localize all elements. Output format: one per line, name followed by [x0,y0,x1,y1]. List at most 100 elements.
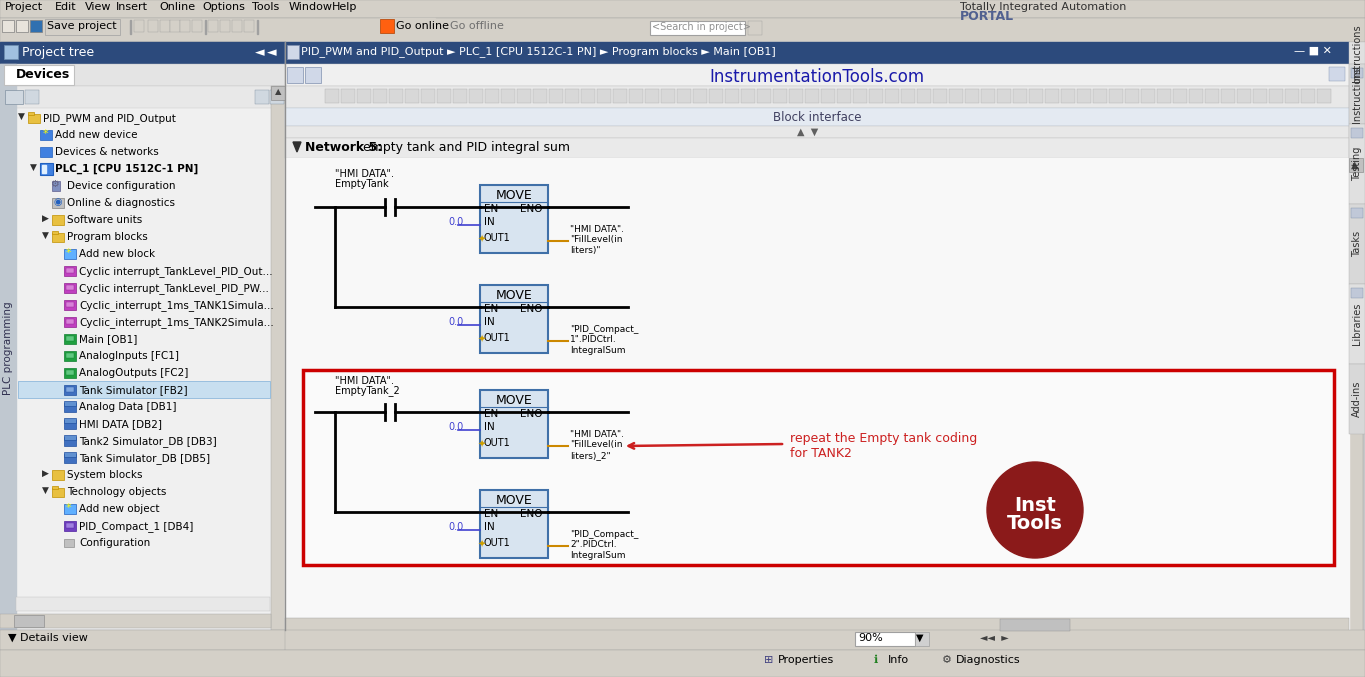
Text: Project: Project [5,2,44,12]
Text: *: * [44,129,49,139]
Bar [693,89,707,103]
Text: ▼ Details view: ▼ Details view [8,633,87,643]
Bar [0,86,285,108]
Bar [1301,89,1314,103]
Bar [64,420,76,429]
Text: AnalogInputs [FC1]: AnalogInputs [FC1] [79,351,179,361]
Bar [820,89,835,103]
Bar [613,89,627,103]
Bar [325,89,339,103]
Bar [66,353,74,358]
Text: Software units: Software units [67,215,142,225]
Bar [64,521,76,531]
Bar [1,20,14,32]
Bar [758,89,771,103]
Bar [66,387,74,392]
Text: Device configuration: Device configuration [67,181,176,191]
Text: MOVE: MOVE [495,394,532,407]
Text: Cyclic_interrupt_1ms_TANK2Simula...: Cyclic_interrupt_1ms_TANK2Simula... [79,317,274,328]
Bar [16,20,29,32]
Text: Technology objects: Technology objects [67,487,167,497]
Bar [581,89,595,103]
Bar [1269,89,1283,103]
Text: "PID_Compact_
2".PIDCtrl.
IntegralSum: "PID_Compact_ 2".PIDCtrl. IntegralSum [571,530,639,560]
Bar [25,90,40,104]
Text: Diagnostics: Diagnostics [955,655,1021,665]
Text: ▶: ▶ [42,214,49,223]
Bar [64,334,76,344]
Bar [52,486,57,489]
Bar [64,437,76,446]
Text: Tank Simulator [FB2]: Tank Simulator [FB2] [79,385,187,395]
Bar [773,89,788,103]
Text: Instructions: Instructions [1351,65,1362,123]
Bar [1173,89,1188,103]
Text: Online & diagnostics: Online & diagnostics [67,198,175,208]
Bar [66,319,74,324]
Bar [1284,89,1299,103]
Text: ℹ: ℹ [874,655,878,665]
Text: ✦: ✦ [478,335,486,345]
Bar [1349,158,1364,632]
Text: HMI DATA [DB2]: HMI DATA [DB2] [79,419,162,429]
Text: ⚙: ⚙ [942,655,951,665]
Text: — ■ ✕: — ■ ✕ [1294,46,1332,56]
Bar [303,370,1334,565]
Bar [40,163,53,175]
Bar [379,18,435,40]
Bar [1125,89,1138,103]
Bar [285,108,1349,126]
Bar [66,370,74,375]
Text: EN: EN [485,304,498,314]
Bar [854,632,915,646]
Bar [64,368,76,378]
Bar [285,42,1349,632]
Text: Window: Window [289,2,333,12]
Bar [1061,89,1076,103]
Bar [244,20,254,32]
Bar [1237,89,1250,103]
Bar [52,233,64,242]
Bar [29,112,34,115]
Text: EN: EN [485,204,498,214]
Bar [1077,89,1091,103]
Bar [1349,124,1365,204]
Text: OUT1: OUT1 [485,438,511,448]
Bar [0,0,1365,18]
Bar [805,89,819,103]
Bar [437,89,450,103]
Bar [597,89,612,103]
Bar [207,20,218,32]
Bar [285,618,1349,632]
Bar [272,86,285,632]
Bar [0,42,285,632]
Text: 0.0: 0.0 [448,317,463,327]
Text: *: * [66,503,71,513]
Text: Cyclic interrupt_TankLevel_PID_Out...: Cyclic interrupt_TankLevel_PID_Out... [79,266,273,277]
Bar [66,268,74,273]
Bar [837,89,850,103]
Bar [270,90,284,104]
Text: PID_Compact_1 [DB4]: PID_Compact_1 [DB4] [79,521,194,532]
Text: OUT1: OUT1 [485,538,511,548]
Bar [532,89,547,103]
Bar [1253,89,1267,103]
Bar [1351,128,1364,138]
Text: ▲: ▲ [1351,160,1358,170]
Bar [134,20,143,32]
Bar [725,89,738,103]
Bar [677,89,691,103]
Bar [0,614,272,628]
Bar [285,158,1349,632]
Text: ⊞: ⊞ [764,655,774,665]
Text: PLC_1 [CPU 1512C-1 PN]: PLC_1 [CPU 1512C-1 PN] [55,164,198,174]
Text: 0.0: 0.0 [448,422,463,432]
Bar [480,185,547,253]
Bar [180,20,190,32]
Text: EN: EN [485,409,498,419]
Bar [40,130,52,140]
Bar [64,454,76,463]
Bar [1189,89,1203,103]
Text: Configuration: Configuration [79,538,150,548]
Bar [1222,89,1235,103]
